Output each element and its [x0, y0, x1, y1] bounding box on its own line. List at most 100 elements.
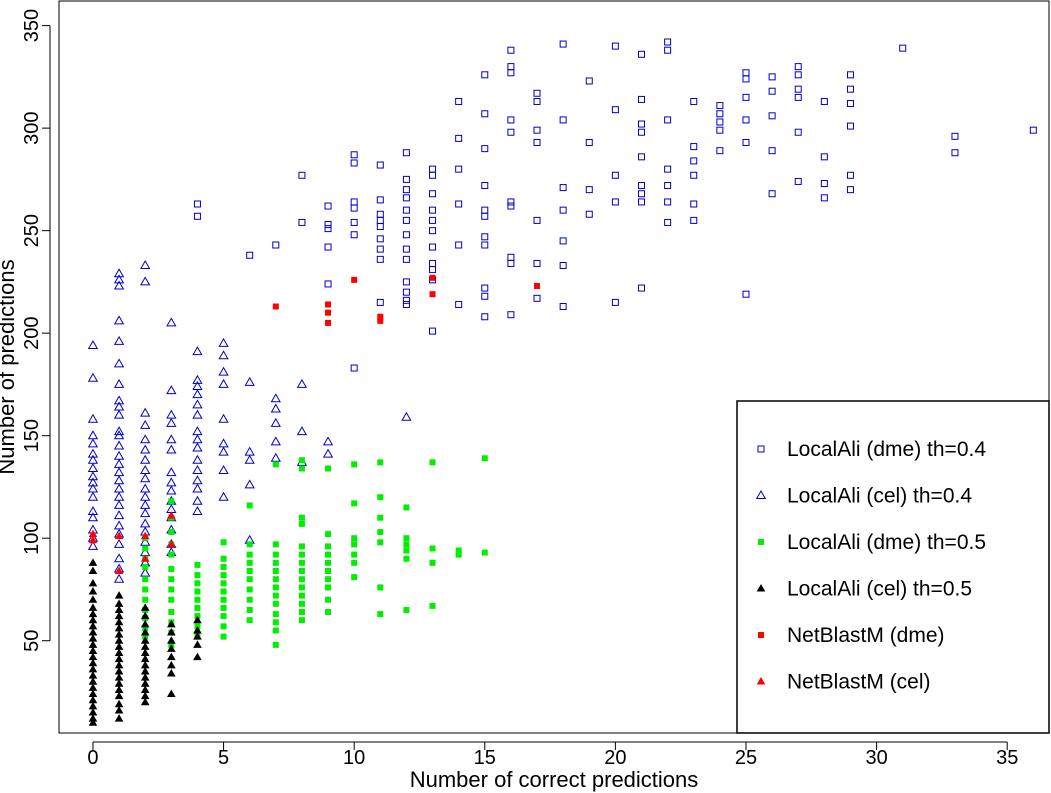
- data-point: [88, 695, 98, 704]
- x-tick-label: 15: [474, 747, 496, 769]
- data-point: [690, 200, 698, 208]
- data-point: [166, 409, 177, 419]
- data-point: [559, 184, 567, 192]
- data-point: [220, 596, 227, 603]
- legend-label: LocalAli (dme) th=0.5: [787, 531, 986, 554]
- data-point: [481, 284, 489, 292]
- data-point: [322, 448, 334, 458]
- data-point: [429, 559, 436, 566]
- data-point: [142, 545, 149, 552]
- data-point: [534, 283, 541, 290]
- data-point: [507, 253, 515, 261]
- data-point: [429, 274, 436, 281]
- data-point: [142, 596, 149, 603]
- data-point: [272, 461, 279, 468]
- data-point: [272, 641, 279, 648]
- data-point: [481, 212, 489, 220]
- data-point: [325, 309, 332, 316]
- y-axis-title: Number of predictions: [0, 259, 19, 474]
- data-point: [272, 611, 279, 618]
- data-point: [664, 46, 672, 54]
- data-point: [114, 699, 124, 708]
- data-point: [87, 512, 99, 522]
- data-point: [220, 563, 227, 570]
- data-point: [167, 660, 176, 669]
- data-point: [402, 245, 410, 253]
- data-point: [351, 559, 358, 566]
- data-point: [533, 294, 541, 302]
- y-tick-label: 100: [21, 522, 43, 555]
- data-point: [351, 574, 358, 581]
- data-point: [664, 38, 672, 46]
- data-point: [272, 559, 279, 566]
- data-point: [376, 216, 384, 224]
- data-point: [87, 372, 99, 382]
- data-point: [325, 559, 332, 566]
- data-point: [140, 259, 151, 270]
- data-point: [298, 514, 305, 521]
- data-point: [113, 315, 125, 325]
- data-point: [533, 89, 541, 97]
- data-point: [140, 434, 151, 444]
- points-layer: [87, 38, 1037, 726]
- data-point: [88, 578, 98, 587]
- data-point: [533, 138, 541, 146]
- data-point: [664, 116, 672, 124]
- data-point: [167, 539, 176, 548]
- data-point: [559, 262, 567, 270]
- data-point: [638, 153, 646, 161]
- data-point: [481, 455, 488, 462]
- data-point: [88, 640, 98, 648]
- data-point: [140, 454, 151, 464]
- data-point: [142, 576, 149, 583]
- data-point: [298, 551, 305, 558]
- data-point: [585, 186, 593, 194]
- data-point: [794, 93, 802, 101]
- data-point: [298, 600, 305, 607]
- data-point: [88, 634, 98, 642]
- data-point: [246, 251, 254, 259]
- data-point: [166, 317, 177, 327]
- data-point: [403, 535, 410, 542]
- data-point: [114, 685, 124, 693]
- axes-layer: 0 5 10 15 20 25 30 35 50 100 150 200 250 300 350: [21, 9, 1018, 769]
- data-point: [324, 220, 332, 228]
- data-point: [246, 576, 253, 583]
- data-point: [113, 573, 125, 583]
- data-point: [298, 559, 305, 566]
- data-point: [455, 165, 463, 173]
- data-point: [167, 652, 176, 661]
- data-point: [88, 621, 98, 630]
- data-point: [270, 436, 281, 446]
- data-point: [88, 535, 98, 544]
- data-point: [113, 450, 125, 460]
- data-point: [194, 604, 201, 611]
- data-point: [113, 426, 125, 436]
- data-point: [846, 100, 854, 108]
- data-point: [507, 128, 515, 136]
- data-point: [559, 237, 567, 245]
- data-point: [481, 313, 489, 321]
- data-point: [88, 701, 98, 710]
- data-point: [193, 212, 201, 220]
- data-point: [168, 551, 175, 558]
- data-point: [403, 555, 410, 562]
- data-point: [429, 459, 436, 466]
- data-point: [350, 364, 358, 372]
- data-point: [402, 186, 410, 194]
- data-point: [113, 491, 125, 501]
- data-point: [455, 200, 463, 208]
- data-point: [402, 231, 410, 239]
- data-point: [114, 705, 124, 714]
- data-point: [88, 683, 98, 691]
- data-point: [114, 599, 124, 607]
- data-point: [244, 479, 255, 489]
- data-point: [140, 536, 151, 546]
- legend-label: LocalAli (dme) th=0.4: [787, 438, 986, 461]
- data-point: [638, 182, 646, 190]
- data-point: [794, 63, 802, 71]
- data-point: [377, 494, 384, 501]
- data-point: [114, 673, 124, 681]
- data-point: [87, 430, 99, 440]
- data-point: [193, 625, 202, 634]
